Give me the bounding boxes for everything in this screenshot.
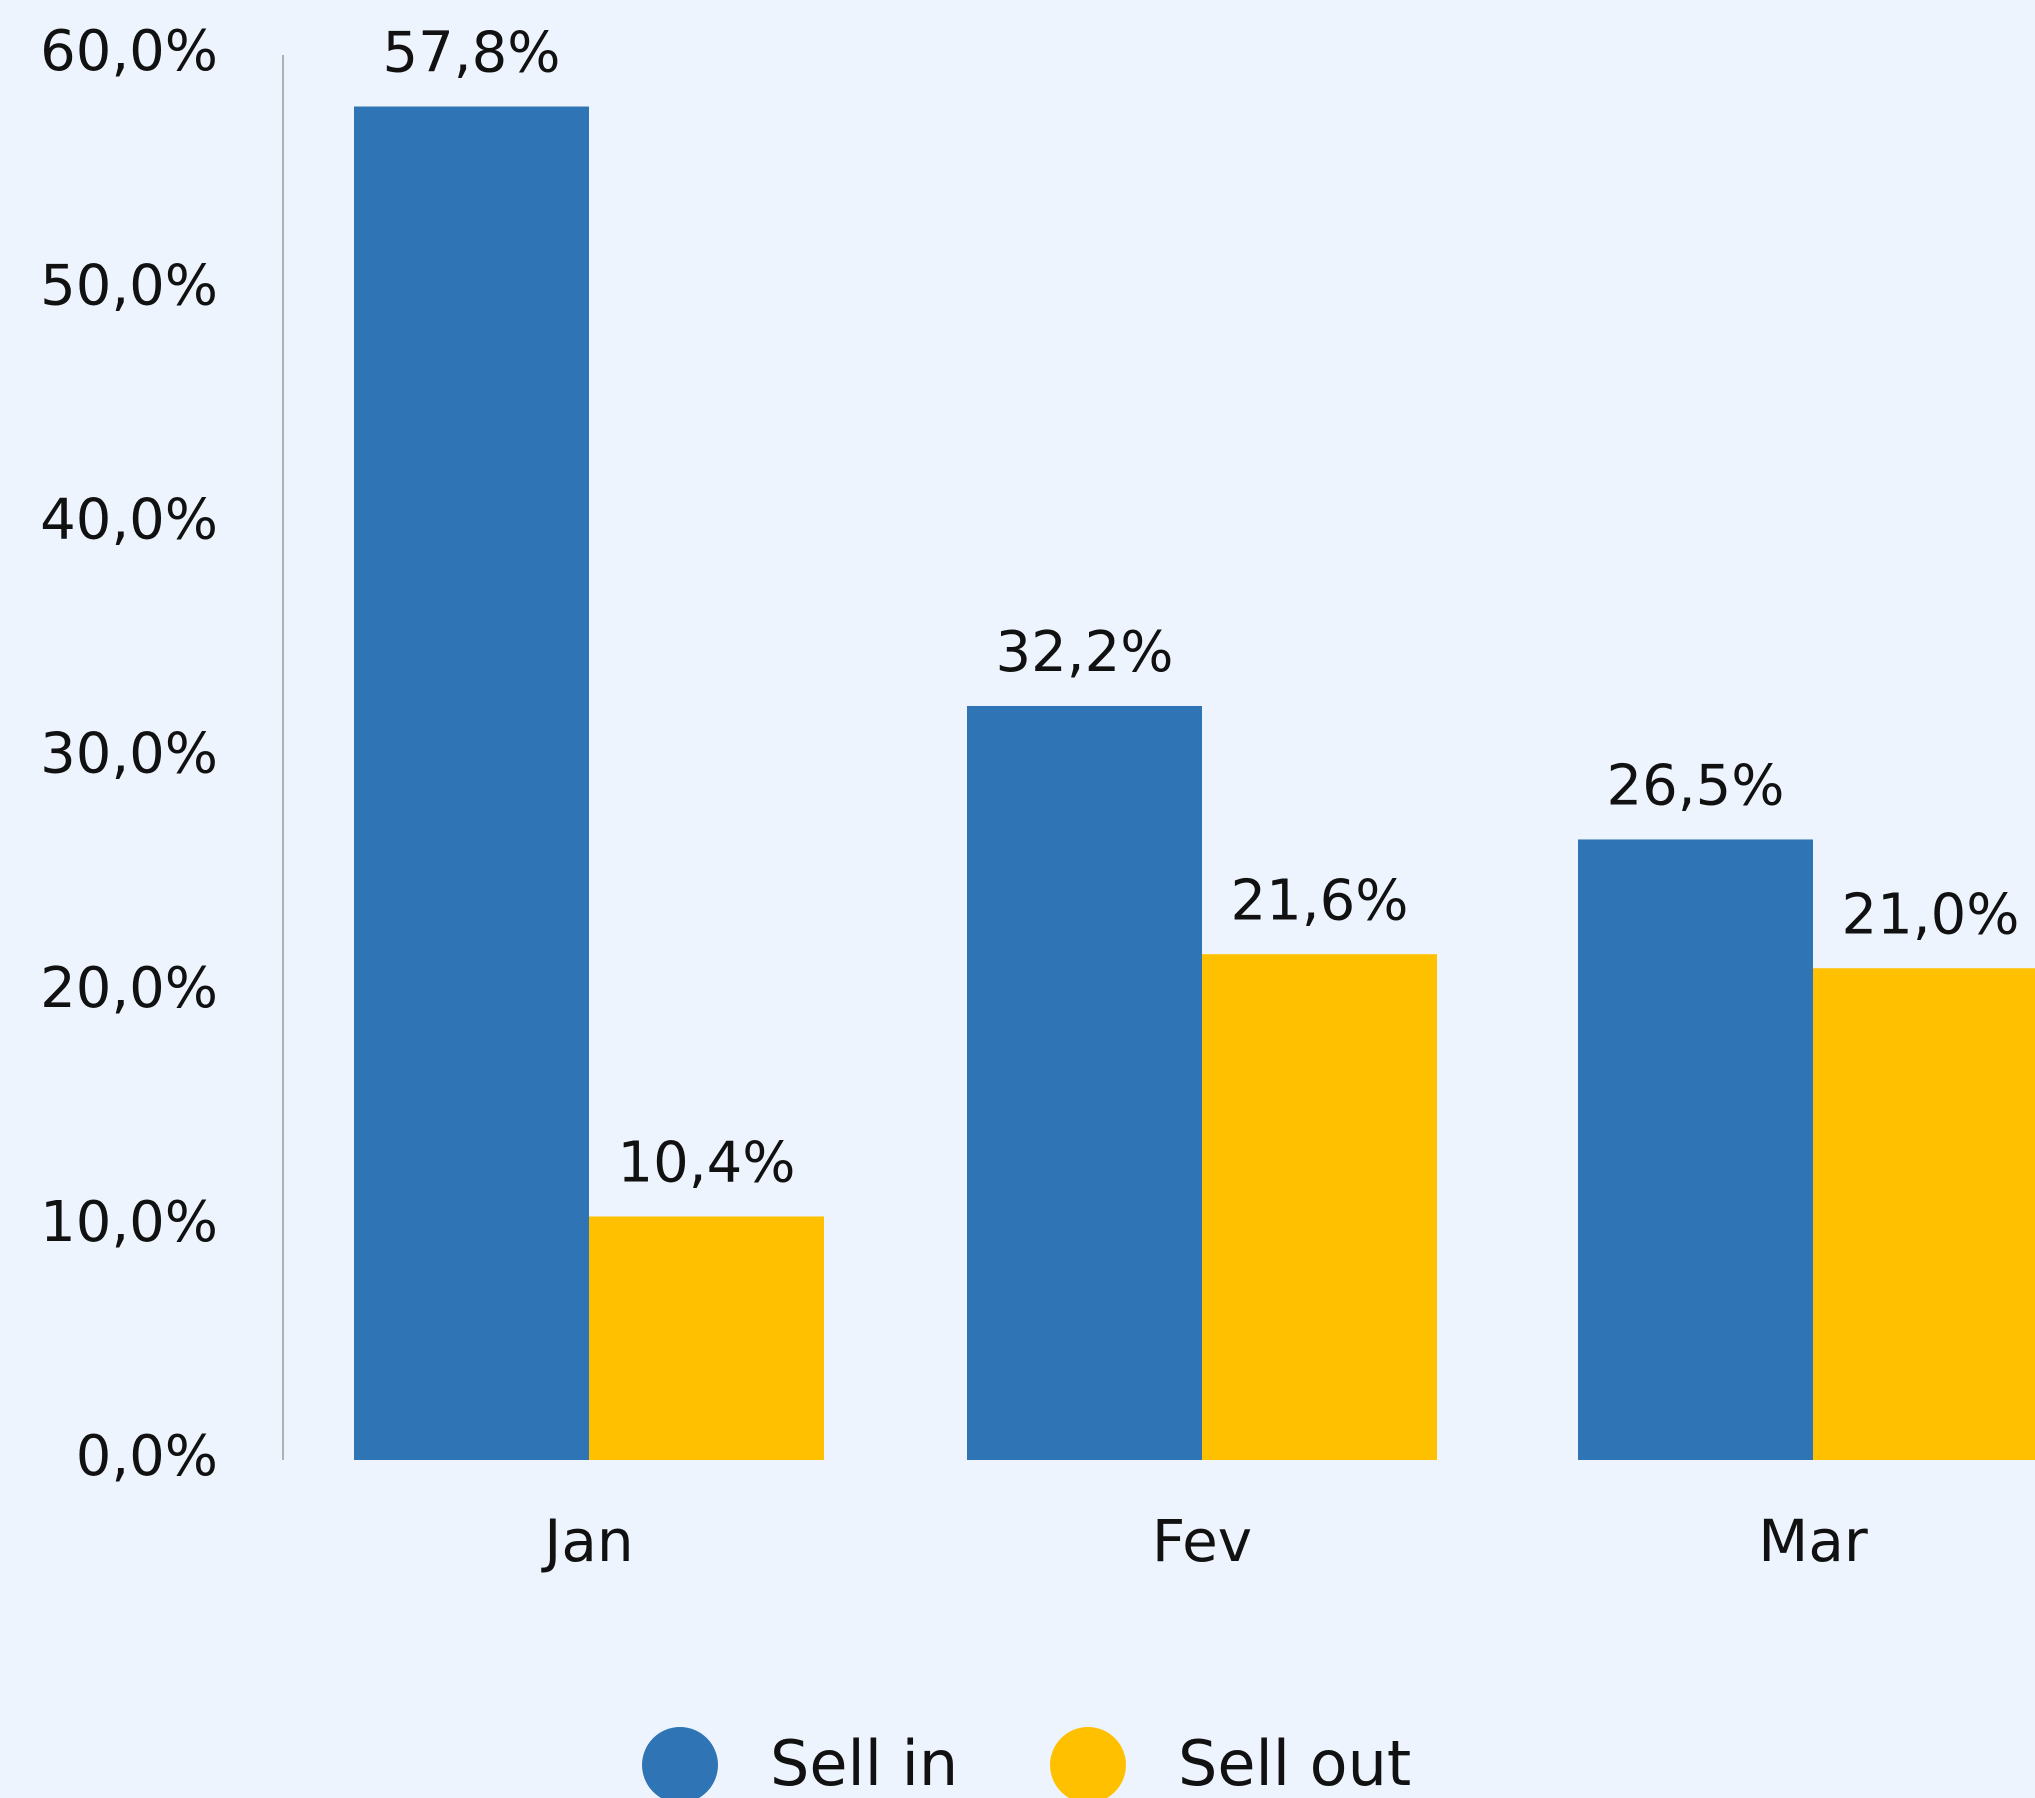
x-tick-label: Fev (1152, 1507, 1252, 1575)
y-tick-label: 50,0% (40, 253, 218, 318)
value-label: 10,4% (618, 1131, 796, 1196)
legend-label: Sell out (1178, 1727, 1411, 1798)
bar (589, 1216, 824, 1460)
bar (1578, 839, 1813, 1460)
value-label: 57,8% (383, 21, 561, 86)
value-label: 32,2% (996, 620, 1174, 685)
y-tick-label: 60,0% (40, 19, 218, 84)
bar (1202, 954, 1437, 1460)
legend-swatch (1050, 1727, 1126, 1798)
value-label: 26,5% (1607, 754, 1785, 819)
y-tick-label: 10,0% (40, 1190, 218, 1255)
bar (967, 705, 1202, 1460)
y-tick-label: 20,0% (40, 956, 218, 1021)
y-tick-label: 40,0% (40, 487, 218, 552)
x-tick-label: Mar (1758, 1507, 1868, 1575)
legend-swatch (642, 1727, 718, 1798)
bar (1813, 968, 2035, 1460)
y-tick-label: 0,0% (76, 1424, 218, 1489)
value-label: 21,6% (1231, 868, 1409, 933)
value-label: 21,0% (1842, 882, 2020, 947)
x-tick-label: Jan (541, 1507, 633, 1575)
legend-label: Sell in (770, 1727, 958, 1798)
bar (354, 106, 589, 1460)
y-tick-label: 30,0% (40, 722, 218, 787)
